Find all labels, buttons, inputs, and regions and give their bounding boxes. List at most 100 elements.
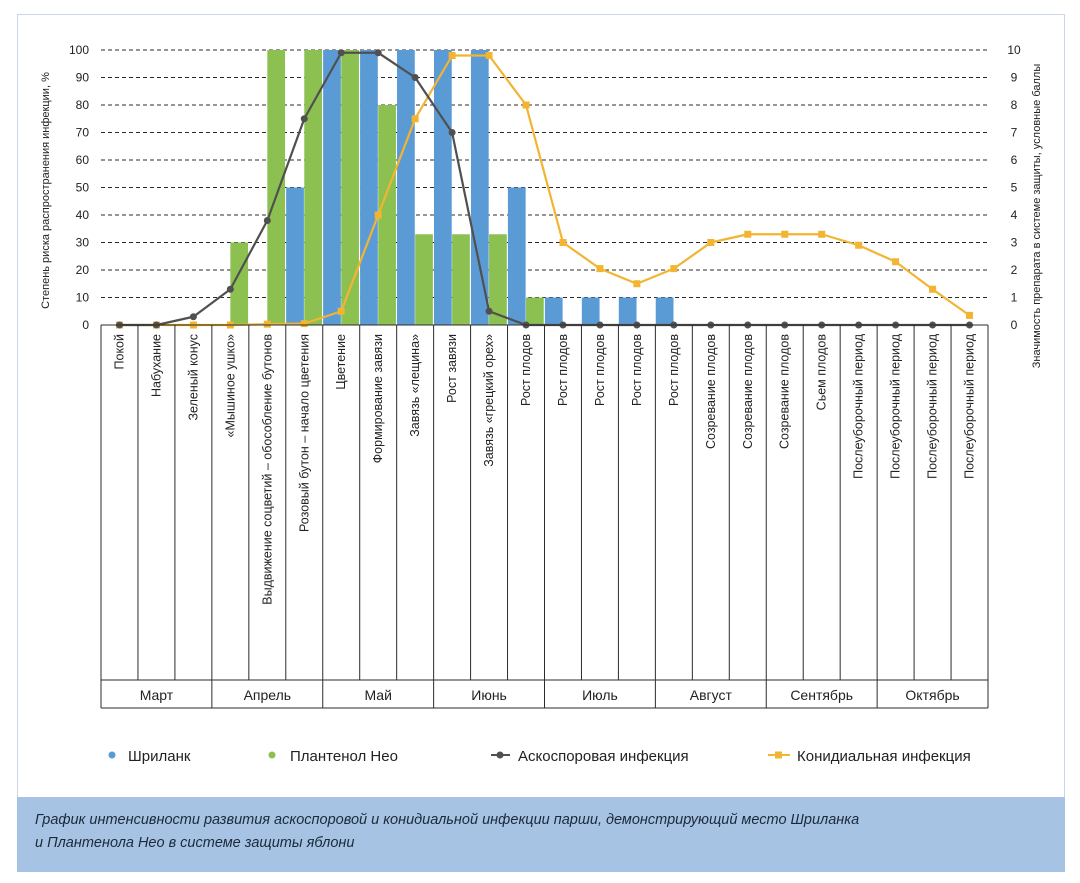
point-ascospore bbox=[485, 307, 493, 315]
point-conidial bbox=[374, 211, 382, 219]
point-conidial bbox=[300, 320, 308, 328]
category-label: Рост плодов bbox=[667, 334, 681, 406]
point-ascospore bbox=[337, 49, 345, 57]
category-label: Рост плодов bbox=[556, 334, 570, 406]
legend-shrilank-label: Шриланк bbox=[128, 748, 191, 765]
bar-shrilank bbox=[507, 187, 526, 325]
point-ascospore bbox=[448, 129, 456, 136]
point-conidial bbox=[263, 320, 271, 328]
category-label: Выдвижение соцветий – обособление бутоно… bbox=[260, 334, 274, 605]
right-tick-label: 6 bbox=[1011, 153, 1018, 167]
month-label: Август bbox=[690, 687, 733, 703]
bar-shrilank bbox=[618, 297, 637, 325]
category-label: Послеуборочный период bbox=[926, 333, 940, 479]
bar-plantenol bbox=[304, 50, 323, 325]
category-label: Набухание bbox=[149, 334, 163, 397]
bar-shrilank bbox=[360, 50, 378, 325]
right-tick-label: 3 bbox=[1011, 236, 1018, 250]
point-conidial bbox=[707, 239, 715, 246]
month-label: Октябрь bbox=[905, 687, 959, 703]
right-tick-label: 10 bbox=[1007, 43, 1021, 57]
bar-plantenol bbox=[341, 50, 359, 325]
bar-plantenol bbox=[415, 234, 433, 325]
figure-caption: График интенсивности развития аскоспоров… bbox=[17, 797, 1065, 872]
category-label: Завязь «лещина» bbox=[408, 334, 422, 437]
caption-line-2: и Плантенола Нео в системе защиты яблони bbox=[35, 835, 355, 851]
left-tick-label: 20 bbox=[76, 263, 90, 277]
right-tick-label: 4 bbox=[1011, 208, 1018, 222]
chart: 0 10 20 30 40 50 60 70 80 90 100 0 1 2 3 4 5 6 7 8 9 10 Степен… bbox=[40, 43, 1043, 765]
legend-ascospore-marker bbox=[496, 751, 504, 759]
legend-conidial-marker bbox=[775, 751, 782, 759]
point-conidial bbox=[892, 258, 900, 266]
right-tick-label: 9 bbox=[1011, 71, 1018, 85]
category-label: Зеленый конус bbox=[186, 334, 200, 421]
bar-shrilank bbox=[323, 50, 341, 325]
point-conidial bbox=[670, 265, 678, 273]
point-conidial bbox=[337, 307, 345, 315]
bar-shrilank bbox=[544, 297, 563, 325]
bar-shrilank bbox=[581, 297, 600, 325]
point-conidial bbox=[966, 311, 974, 319]
month-label: Апрель bbox=[244, 687, 292, 703]
point-ascospore bbox=[263, 217, 271, 224]
month-label: Март bbox=[140, 687, 174, 703]
bar-plantenol bbox=[489, 234, 507, 325]
bar-plantenol bbox=[452, 234, 470, 325]
legend-conidial-label: Конидиальная инфекция bbox=[797, 748, 971, 765]
right-tick-label: 7 bbox=[1011, 126, 1018, 140]
point-ascospore bbox=[374, 49, 382, 57]
point-conidial bbox=[448, 52, 456, 59]
category-label: Рост плодов bbox=[630, 334, 644, 406]
left-tick-label: 70 bbox=[76, 126, 90, 140]
category-label: Рост плодов bbox=[593, 334, 607, 406]
bar-shrilank bbox=[470, 50, 489, 325]
point-ascospore bbox=[300, 115, 308, 123]
left-tick-label: 100 bbox=[69, 43, 89, 57]
category-label: Формирование завязи bbox=[371, 334, 385, 463]
left-tick-label: 0 bbox=[82, 318, 89, 332]
legend-plantenol-label: Плантенол Нео bbox=[290, 748, 398, 765]
month-label: Июнь bbox=[471, 687, 507, 703]
point-conidial bbox=[781, 230, 789, 238]
bar-plantenol bbox=[526, 297, 544, 325]
category-label: Рост плодов bbox=[519, 334, 533, 406]
point-conidial bbox=[596, 265, 604, 273]
point-ascospore bbox=[411, 74, 419, 81]
left-tick-label: 10 bbox=[76, 291, 90, 305]
bar-shrilank bbox=[655, 297, 674, 325]
point-ascospore bbox=[189, 313, 197, 321]
line-conidial bbox=[119, 54, 971, 327]
left-tick-label: 40 bbox=[76, 208, 90, 222]
point-conidial bbox=[818, 230, 826, 238]
category-label: «Мышиное ушко» bbox=[223, 334, 237, 437]
bar-shrilank bbox=[286, 187, 304, 325]
category-label: Покой bbox=[112, 334, 126, 369]
left-tick-label: 60 bbox=[76, 153, 90, 167]
category-label: Завязь «грецкий орех» bbox=[482, 334, 496, 467]
right-tick-label: 1 bbox=[1011, 291, 1018, 305]
right-tick-label: 2 bbox=[1011, 263, 1018, 277]
point-conidial bbox=[633, 280, 641, 288]
month-label: Май bbox=[364, 687, 391, 703]
right-tick-label: 5 bbox=[1011, 181, 1018, 195]
month-label: Июль bbox=[582, 687, 618, 703]
point-conidial bbox=[559, 239, 567, 246]
left-axis-title: Степень риска распространения инфекции, … bbox=[40, 72, 52, 309]
point-conidial bbox=[929, 285, 937, 293]
point-conidial bbox=[522, 101, 530, 109]
category-label: Послеуборочный период bbox=[889, 333, 903, 479]
bar-plantenol bbox=[267, 50, 286, 325]
category-label: Созревание плодов bbox=[741, 334, 755, 449]
left-tick-label: 50 bbox=[76, 181, 90, 195]
legend-ascospore-label: Аскоспоровая инфекция bbox=[518, 748, 689, 765]
category-label: Послеуборочный период bbox=[963, 333, 977, 479]
left-tick-label: 30 bbox=[76, 236, 90, 250]
category-label: Созревание плодов bbox=[704, 334, 718, 449]
right-axis-title: Значимость препарата в системе защиты, у… bbox=[1031, 64, 1043, 369]
point-ascospore bbox=[226, 285, 234, 293]
left-tick-label: 80 bbox=[76, 98, 90, 112]
category-label: Послеуборочный период bbox=[852, 333, 866, 479]
category-label: Цветение bbox=[334, 334, 348, 390]
right-tick-label: 0 bbox=[1011, 318, 1018, 332]
